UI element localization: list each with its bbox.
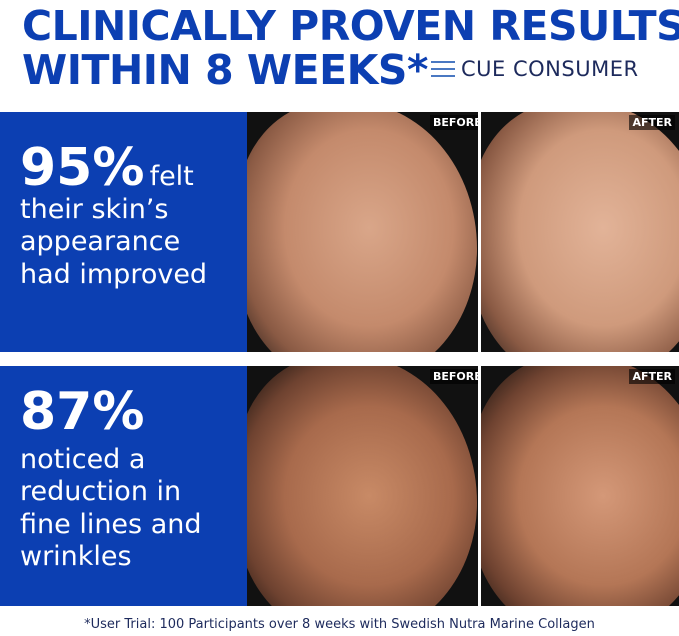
before-photo-2: BEFORE [247,366,478,606]
cue-consumer-logo: CUE CONSUMER [431,57,639,81]
after-photo-2: AFTER [481,366,679,606]
after-label: AFTER [629,115,675,130]
stat-text: reduction in [20,476,182,508]
before-label: BEFORE [430,369,478,384]
after-label: AFTER [629,369,675,384]
after-photo-1: AFTER [481,112,679,352]
stat-text: wrinkles [20,541,132,573]
stat-text: their skin’s [20,194,169,225]
headline-line-2: WITHIN 8 WEEKS* [22,46,428,94]
logo-lines-icon [431,61,455,77]
stat-value: 95% [20,138,145,198]
stat-text: had improved [20,258,208,290]
headline-line-1: CLINICALLY PROVEN RESULTS [22,2,679,50]
stat-panel-1: 95% felt their skin’s appearance had imp… [0,112,247,352]
stat-value: 87% [20,382,145,442]
before-photo-1: BEFORE [247,112,478,352]
footnote: *User Trial: 100 Participants over 8 wee… [84,617,595,632]
stat-text: fine lines and [20,508,202,540]
stat-panel-2: 87% noticed a reduction in fine lines an… [0,366,247,606]
stat-text: felt [149,161,194,192]
stat-text: appearance [20,226,181,258]
logo-text: CUE CONSUMER [461,57,639,81]
before-label: BEFORE [430,115,478,130]
stat-text: noticed a [20,444,146,475]
